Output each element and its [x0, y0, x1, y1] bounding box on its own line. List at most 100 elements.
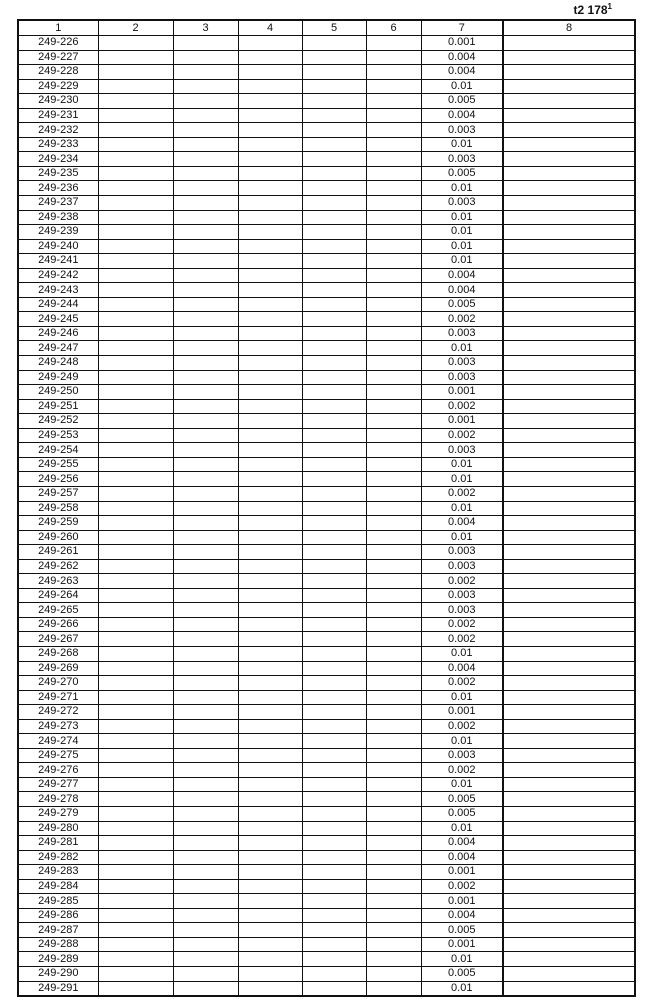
cell-empty	[172, 645, 239, 662]
cell-id: 249-256	[17, 471, 99, 487]
cell-empty	[365, 340, 422, 357]
column-header: 8	[502, 19, 636, 36]
cell-id: 249-262	[17, 558, 99, 575]
cell-empty	[502, 64, 636, 80]
cell-empty	[301, 645, 367, 662]
cell-empty	[97, 573, 174, 589]
cell-empty	[97, 675, 174, 691]
cell-empty	[502, 471, 636, 487]
cell-id: 249-230	[17, 93, 99, 109]
cell-value: 0.001	[420, 384, 504, 400]
cell-empty	[172, 122, 239, 138]
cell-empty	[172, 558, 239, 575]
table-row: 249-285 0.001	[17, 893, 636, 909]
cell-empty	[97, 616, 174, 633]
cell-empty	[237, 296, 303, 313]
cell-id: 249-243	[17, 282, 99, 298]
cell-empty	[237, 544, 303, 560]
cell-value: 0.002	[420, 616, 504, 633]
cell-empty	[502, 704, 636, 720]
cell-empty	[365, 384, 422, 400]
cell-empty	[365, 107, 422, 124]
cell-empty	[365, 238, 422, 255]
cell-value: 0.004	[420, 835, 504, 851]
cell-empty	[172, 747, 239, 764]
cell-empty	[502, 355, 636, 371]
cell-empty	[237, 631, 303, 647]
cell-empty	[502, 529, 636, 546]
cell-empty	[237, 209, 303, 226]
cell-empty	[301, 35, 367, 51]
cell-empty	[237, 660, 303, 677]
cell-empty	[502, 122, 636, 138]
cell-empty	[172, 253, 239, 269]
cell-empty	[172, 355, 239, 371]
cell-empty	[237, 282, 303, 298]
cell-empty	[365, 558, 422, 575]
cell-id: 249-278	[17, 791, 99, 807]
cell-empty	[237, 907, 303, 924]
table-row: 249-284 0.002	[17, 878, 636, 895]
cell-value: 0.004	[420, 907, 504, 924]
cell-id: 249-270	[17, 675, 99, 691]
cell-empty	[237, 762, 303, 778]
page-reference-superscript: 1	[607, 2, 612, 11]
cell-empty	[237, 922, 303, 938]
cell-empty	[237, 340, 303, 357]
cell-empty	[365, 64, 422, 80]
cell-empty	[237, 747, 303, 764]
cell-value: 0.01	[420, 951, 504, 967]
cell-empty	[172, 718, 239, 735]
cell-empty	[301, 398, 367, 415]
cell-empty	[97, 718, 174, 735]
cell-empty	[237, 311, 303, 327]
cell-empty	[502, 660, 636, 677]
cell-empty	[172, 529, 239, 546]
cell-empty	[365, 878, 422, 895]
cell-empty	[172, 689, 239, 706]
cell-empty	[172, 456, 239, 473]
cell-empty	[237, 355, 303, 371]
cell-empty	[97, 776, 174, 793]
cell-id: 249-228	[17, 64, 99, 80]
cell-empty	[237, 165, 303, 182]
cell-empty	[97, 864, 174, 880]
cell-id: 249-233	[17, 136, 99, 153]
cell-empty	[172, 733, 239, 749]
cell-value: 0.01	[420, 224, 504, 240]
cell-empty	[502, 922, 636, 938]
cell-id: 249-257	[17, 485, 99, 502]
cell-empty	[502, 49, 636, 66]
cell-empty	[301, 238, 367, 255]
cell-empty	[301, 107, 367, 124]
cell-empty	[365, 151, 422, 167]
cell-empty	[237, 238, 303, 255]
cell-id: 249-285	[17, 893, 99, 909]
cell-empty	[97, 762, 174, 778]
cell-empty	[237, 35, 303, 51]
cell-empty	[172, 835, 239, 851]
cell-empty	[97, 704, 174, 720]
cell-id: 249-244	[17, 296, 99, 313]
cell-empty	[97, 660, 174, 677]
cell-value: 0.001	[420, 936, 504, 953]
cell-empty	[502, 93, 636, 109]
cell-empty	[301, 893, 367, 909]
cell-value: 0.003	[420, 747, 504, 764]
cell-empty	[172, 427, 239, 444]
cell-empty	[365, 224, 422, 240]
cell-id: 249-281	[17, 835, 99, 851]
cell-empty	[365, 427, 422, 444]
table-row: 249-230 0.005	[17, 93, 636, 109]
cell-value: 0.003	[420, 195, 504, 211]
cell-id: 249-280	[17, 820, 99, 837]
table-row: 249-289 0.01	[17, 951, 636, 967]
cell-value: 0.003	[420, 325, 504, 342]
table-row: 249-278 0.005	[17, 791, 636, 807]
cell-empty	[502, 980, 636, 997]
cell-empty	[172, 587, 239, 604]
cell-empty	[301, 805, 367, 822]
cell-empty	[97, 93, 174, 109]
cell-empty	[237, 485, 303, 502]
cell-empty	[365, 631, 422, 647]
